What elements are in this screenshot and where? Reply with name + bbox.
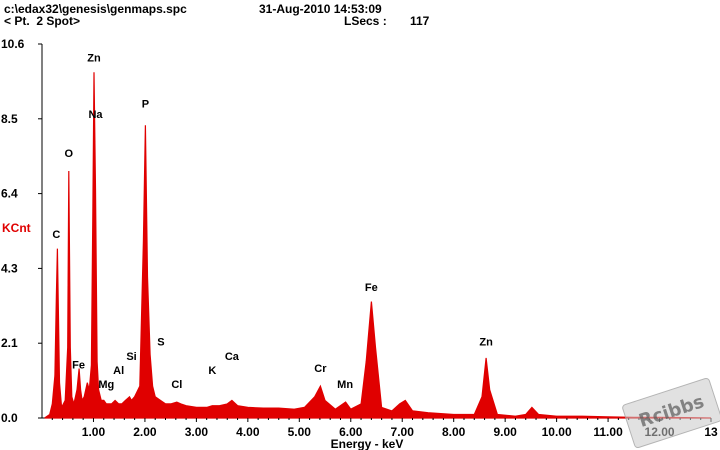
x-tick-label: 6.00 [339,425,363,439]
x-tick-label: 9.00 [493,425,517,439]
y-tick-label: 0.0 [1,411,18,425]
x-tick-label: 7.00 [391,425,415,439]
y-tick-label: 4.3 [1,261,18,275]
file-path: c:\edax32\genesis\genmaps.spc [4,2,187,16]
spectrum-series [44,72,712,419]
y-tick-label: 8.5 [1,112,18,126]
peak-label: Si [126,351,136,363]
peak-label: C [52,229,60,241]
peak-label: Na [88,109,103,121]
x-tick-label: 10.00 [542,425,572,439]
x-axis-label: Energy - keV [331,437,404,450]
peak-label: P [142,99,149,111]
spectrum-area [44,72,712,419]
peak-label: Mn [337,379,353,391]
spot-label: < Pt. 2 Spot> [4,14,81,28]
lsecs-value: 117 [410,14,430,28]
peak-label: K [208,365,216,377]
x-tick-label: 5.00 [288,425,312,439]
x-tick-label: 13 [704,425,718,439]
peak-label: Al [113,365,124,377]
peak-label: S [157,337,164,349]
x-tick-label: 11.00 [593,425,623,439]
peak-label: Mg [98,379,114,391]
acquisition-datetime: 31-Aug-2010 14:53:09 [259,2,382,16]
x-tick-label: 3.00 [185,425,209,439]
lsecs-label: LSecs : [344,14,387,28]
x-tick-label: 4.00 [236,425,260,439]
x-tick-label: 1.00 [82,425,106,439]
peak-label: Fe [365,282,378,294]
peak-label: Fe [72,360,85,372]
axis-ticks: 0.0 2.1 4.3 6.4 8.5 10.6 1.00 2.00 3.00 4.00 5.00 6… [1,37,718,439]
y-tick-label: 2.1 [1,336,18,350]
y-axis-label: KCnt [2,221,31,235]
peak-label: Ca [225,351,240,363]
y-tick-label: 6.4 [1,187,18,201]
peak-label: Cl [171,379,182,391]
peak-label: O [64,148,73,160]
peak-label: Cr [314,363,327,375]
peak-label: Zn [479,337,493,349]
x-tick-label: 8.00 [442,425,466,439]
peak-label: Zn [87,53,101,65]
x-tick-label: 2.00 [133,425,157,439]
y-tick-label: 10.6 [1,37,25,51]
